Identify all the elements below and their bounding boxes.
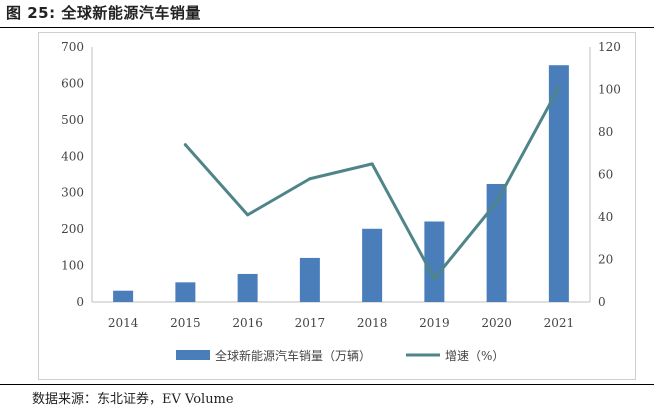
source-divider — [0, 384, 654, 385]
bar-series — [113, 65, 569, 302]
x-tick-label: 2016 — [232, 316, 263, 330]
bar — [299, 257, 320, 302]
chart-frame — [38, 32, 636, 380]
x-tick-label: 2019 — [419, 316, 450, 330]
right-tick-label: 0 — [598, 295, 606, 309]
line-point — [308, 177, 312, 181]
x-tick-label: 2021 — [544, 316, 575, 330]
right-tick-label: 100 — [598, 83, 621, 97]
left-tick-label: 500 — [61, 113, 84, 127]
line-point — [183, 143, 187, 147]
bar — [237, 273, 258, 302]
left-tick-label: 200 — [61, 222, 84, 236]
legend-bar-label: 全球新能源汽车销量（万辆） — [215, 348, 371, 363]
left-tick-label: 100 — [61, 259, 84, 273]
x-tick-label: 2015 — [170, 316, 201, 330]
x-tick-label: 2014 — [108, 316, 139, 330]
source-note: 数据来源：东北证券，EV Volume — [32, 392, 234, 407]
bar — [548, 65, 569, 302]
legend-bar-swatch — [176, 350, 210, 360]
line-point — [557, 85, 561, 89]
bar — [175, 282, 196, 302]
right-tick-label: 40 — [598, 210, 613, 224]
legend-line-label: 增速（%） — [445, 349, 504, 363]
left-tick-label: 700 — [61, 40, 84, 54]
line-point — [495, 200, 499, 204]
bar — [486, 183, 507, 302]
line-point — [432, 277, 436, 281]
figure-title: 图 25: 全球新能源汽车销量 — [6, 4, 201, 22]
line-point — [246, 213, 250, 217]
x-tick-label: 2020 — [481, 316, 512, 330]
legend: 全球新能源汽车销量（万辆） 增速（%） — [176, 348, 504, 363]
left-tick-label: 600 — [61, 76, 84, 90]
line-point — [370, 162, 374, 166]
x-tick-label: 2018 — [357, 316, 388, 330]
x-tick-label: 2017 — [295, 316, 326, 330]
right-axis: 0 20 40 60 80 100 120 — [589, 40, 621, 309]
line-series — [183, 85, 561, 281]
bar — [362, 228, 383, 302]
bar — [424, 221, 445, 302]
x-axis: 2014 2015 2016 2017 2018 2019 2020 2021 — [92, 301, 590, 330]
right-tick-label: 80 — [598, 125, 613, 139]
right-tick-label: 120 — [598, 40, 621, 54]
left-axis: 0 100 200 300 400 500 600 700 — [61, 40, 93, 309]
left-tick-label: 300 — [61, 186, 84, 200]
right-tick-label: 60 — [598, 168, 613, 182]
bar — [113, 290, 134, 302]
left-tick-label: 400 — [61, 149, 84, 163]
right-tick-label: 20 — [598, 253, 613, 267]
left-tick-label: 0 — [76, 295, 84, 309]
title-divider — [0, 27, 654, 28]
